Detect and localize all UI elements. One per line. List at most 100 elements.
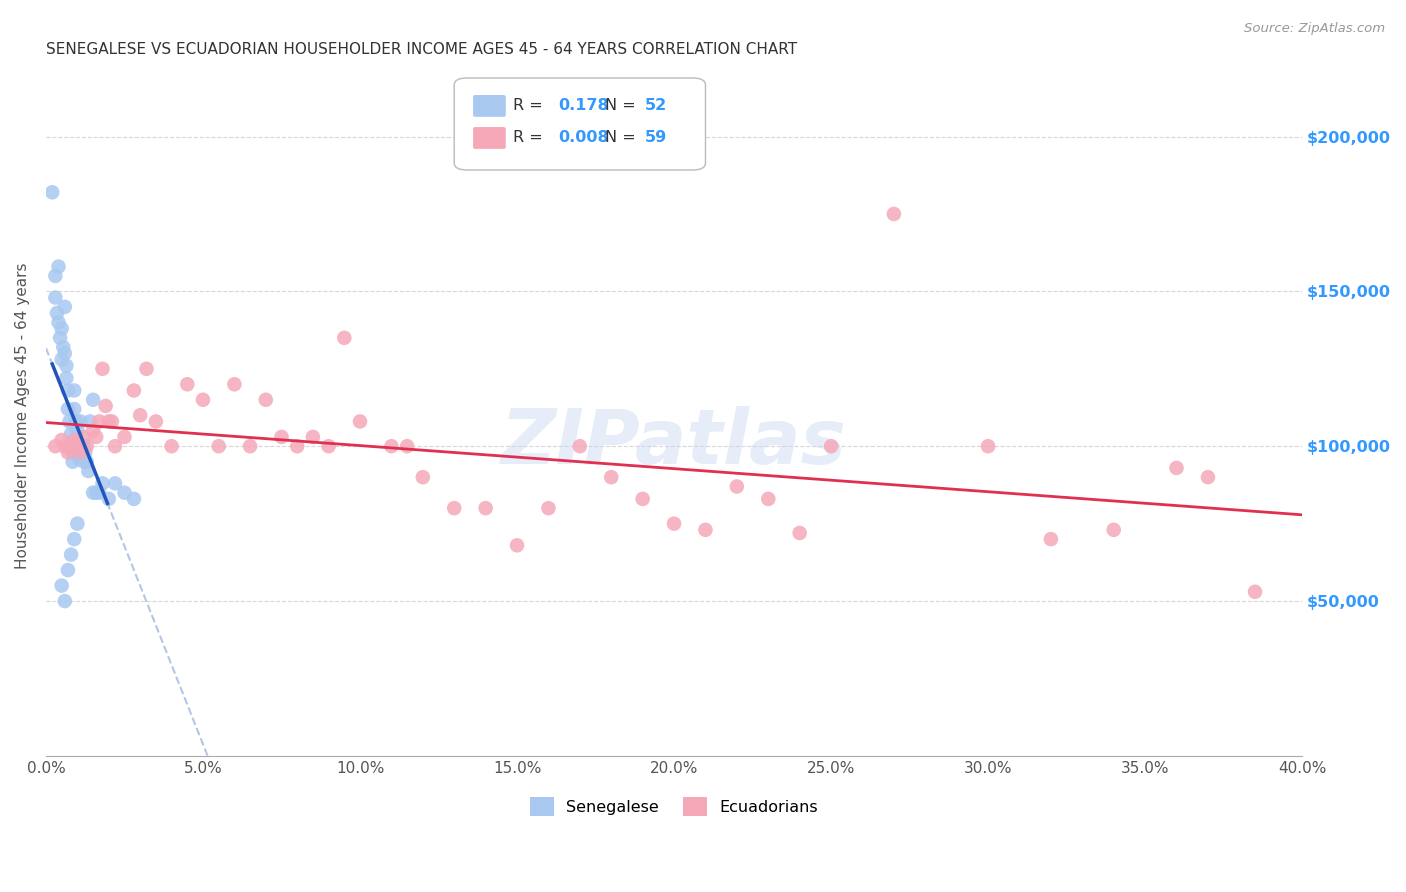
Point (62, 445, 84, 459)
Point (84, 430, 107, 444)
Point (56, 445, 79, 459)
Point (53, 300, 76, 314)
Point (104, 439, 127, 453)
Point (82, 424, 104, 438)
FancyBboxPatch shape (454, 78, 706, 170)
Point (55, 371, 77, 385)
Point (1244, 584, 1267, 599)
Point (333, 331, 356, 345)
Point (55, 359, 77, 373)
Point (44, 291, 66, 305)
Point (208, 439, 231, 453)
Point (122, 384, 145, 398)
Point (70, 451, 93, 466)
Point (66, 445, 89, 459)
Point (67, 451, 90, 466)
Point (160, 439, 183, 453)
Point (820, 439, 842, 453)
Point (191, 392, 214, 407)
Point (65, 414, 87, 428)
Point (176, 377, 198, 392)
Point (51, 578, 73, 592)
Point (48, 260, 70, 274)
Point (56, 402, 79, 417)
FancyBboxPatch shape (472, 127, 506, 149)
Point (412, 470, 434, 484)
Point (285, 439, 308, 453)
Point (474, 501, 496, 516)
Point (51, 433, 73, 447)
Text: 52: 52 (645, 98, 668, 112)
Text: 0.178: 0.178 (558, 98, 609, 112)
Text: N =: N = (605, 129, 641, 145)
Point (396, 439, 419, 453)
Point (56, 384, 79, 398)
Point (224, 377, 246, 392)
Point (63, 402, 86, 417)
Point (270, 430, 292, 444)
Point (756, 491, 779, 506)
Point (101, 414, 124, 428)
Point (104, 476, 127, 491)
Point (695, 523, 717, 537)
Point (662, 516, 685, 531)
Point (66, 516, 89, 531)
Point (89, 485, 111, 500)
Point (66, 424, 89, 438)
Point (977, 439, 1000, 453)
Point (789, 525, 811, 540)
Point (349, 414, 371, 428)
Point (91, 476, 114, 491)
Point (129, 409, 152, 423)
Point (114, 430, 136, 444)
Point (60, 439, 83, 453)
Point (537, 501, 560, 516)
Point (73, 455, 96, 469)
Point (56, 563, 79, 577)
Point (84, 485, 107, 500)
Point (53, 594, 76, 608)
Point (1166, 461, 1188, 475)
Point (1039, 532, 1062, 546)
Text: N =: N = (605, 98, 641, 112)
Point (69, 445, 91, 459)
Point (568, 439, 591, 453)
Point (79, 414, 101, 428)
Point (91, 361, 114, 376)
Point (58, 414, 80, 428)
Point (62, 455, 84, 469)
Point (145, 414, 167, 428)
Point (1102, 523, 1125, 537)
Point (97, 491, 120, 506)
Point (73, 430, 96, 444)
Point (94, 399, 117, 413)
Text: 59: 59 (645, 129, 668, 145)
Point (46, 306, 69, 320)
Point (631, 491, 654, 506)
Point (254, 392, 277, 407)
Point (1197, 470, 1219, 484)
Point (600, 470, 623, 484)
Point (51, 321, 73, 335)
Point (318, 439, 340, 453)
Point (53, 346, 76, 360)
Point (380, 439, 402, 453)
Point (63, 532, 86, 546)
Text: 0.008: 0.008 (558, 129, 609, 145)
Point (114, 485, 136, 500)
Legend: Senegalese, Ecuadorians: Senegalese, Ecuadorians (523, 790, 825, 823)
Point (443, 501, 465, 516)
Text: ZIPatlas: ZIPatlas (501, 406, 846, 480)
Point (82, 392, 104, 407)
Point (63, 433, 86, 447)
Point (44, 268, 66, 283)
Point (53, 439, 76, 453)
Text: SENEGALESE VS ECUADORIAN HOUSEHOLDER INCOME AGES 45 - 64 YEARS CORRELATION CHART: SENEGALESE VS ECUADORIAN HOUSEHOLDER INC… (46, 42, 797, 57)
Point (97, 414, 120, 428)
Point (76, 455, 98, 469)
Point (52, 340, 75, 354)
Point (60, 439, 83, 453)
Text: R =: R = (513, 98, 548, 112)
Point (60, 426, 83, 441)
Point (51, 352, 73, 367)
